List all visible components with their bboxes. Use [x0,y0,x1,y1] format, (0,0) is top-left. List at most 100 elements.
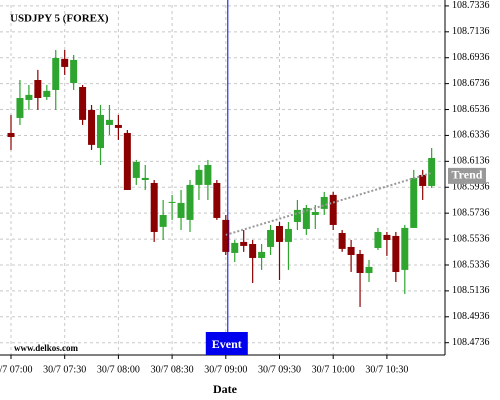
candle [195,164,203,200]
event-label-box [205,332,248,355]
candle [222,214,230,255]
candle [204,159,212,200]
y-tick-label: 108.6936 [452,52,490,63]
candle [320,191,328,215]
y-tick-label: 108.7136 [452,26,490,37]
candle [97,105,104,165]
candle-body [168,201,176,203]
x-tick-label: 30/7 08:00 [97,364,140,375]
candle-body [302,207,310,229]
candle-body [320,196,328,209]
y-tick-label: 108.7336 [452,0,490,11]
x-tick-label: 30/7 07:00 [0,364,33,375]
candle [43,84,51,100]
candle-body [159,214,167,227]
candle [293,199,301,230]
candle [410,169,418,228]
candle-body [329,194,337,225]
candle [347,239,355,272]
y-tick-label: 108.6736 [452,78,490,89]
candle-body [267,230,275,247]
candle [213,180,221,220]
candle-body [114,124,122,128]
candle-body [204,164,212,185]
candle-body [365,266,373,274]
watermark: www.delkos.com [14,343,79,353]
candle [34,69,42,110]
candle-body [88,109,96,145]
x-tick-label: 30/7 07:30 [43,364,86,375]
candle [141,164,149,190]
candle-body [177,202,185,218]
candle [249,239,257,283]
candle-body [70,59,78,83]
candle [7,114,15,150]
candle [383,231,391,256]
candle-body [52,57,60,90]
candle [302,205,310,235]
candle [123,130,131,190]
candle [231,239,239,262]
trend-line [225,171,432,236]
candle [186,180,194,232]
candle [284,221,292,270]
candle [258,243,266,270]
candle-body [231,242,239,253]
candle-body [150,182,158,232]
candle [177,189,185,230]
candle [267,224,275,255]
candle [70,55,78,90]
y-tick-label: 108.6536 [452,104,490,115]
candle [338,230,346,252]
candle [25,84,33,110]
candle-body [97,114,104,149]
candle [311,205,319,229]
candle-body [213,182,221,218]
candle-body [410,177,418,228]
candle [88,105,96,150]
candle-body [392,235,400,272]
y-tick-label: 108.4736 [452,337,490,348]
candle-body [383,234,391,240]
candle-body [123,132,131,190]
candle-body [338,232,346,249]
candle [356,249,364,307]
candle [401,224,409,294]
y-tick-label: 108.5736 [452,207,490,218]
trend-label-box [448,167,486,184]
chart-title: USDJPY 5 (FOREX) [10,13,109,25]
event-label: Event [212,337,242,351]
candle-body [258,251,266,258]
candle [132,159,140,185]
candle [276,221,283,280]
candle-body [311,211,319,215]
candle [61,49,69,75]
candle-body [284,228,292,242]
candle-body [16,98,24,118]
candle-body [293,209,301,222]
x-tick-label: 30/7 09:00 [204,364,247,375]
candle [329,191,337,230]
candle-body [43,90,51,97]
candle [392,231,400,282]
candle [79,84,87,125]
y-tick-label: 108.5136 [452,285,490,296]
candle [168,194,176,220]
candle-body [276,225,283,242]
candle-body [240,241,248,246]
y-tick-label: 108.5536 [452,233,490,244]
candle [150,180,158,242]
candle-body [356,253,364,274]
candle-body [34,80,42,99]
x-tick-label: 30/7 09:30 [258,364,301,375]
x-tick-label: 30/7 08:30 [151,364,194,375]
candle [114,114,122,140]
candle-body [401,227,409,270]
candle-body [61,58,69,67]
x-axis-label: Date [213,382,238,396]
y-tick-label: 108.5936 [452,182,490,193]
y-tick-label: 108.6336 [452,130,490,141]
x-tick-label: 30/7 10:30 [365,364,408,375]
candle-body [105,119,113,125]
